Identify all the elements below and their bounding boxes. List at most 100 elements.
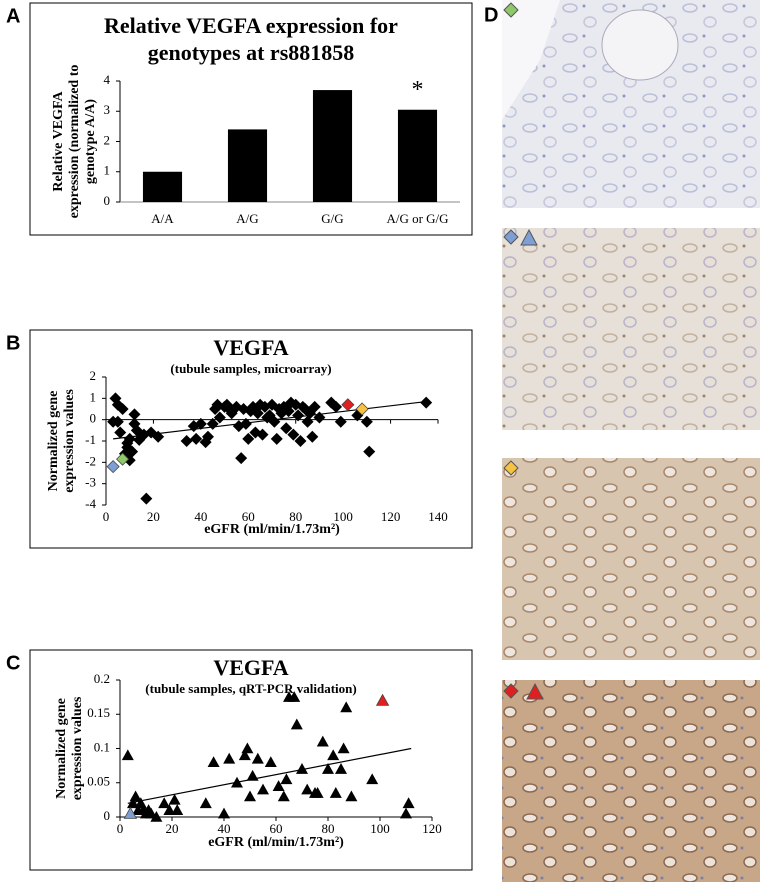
data-point — [334, 415, 347, 428]
x-tick-label: 20 — [147, 509, 160, 524]
y-tick-label: 1 — [104, 163, 111, 178]
data-point — [420, 396, 433, 409]
data-point — [272, 780, 285, 791]
data-point — [123, 432, 136, 445]
x-tick-label: 120 — [422, 821, 442, 836]
y-tick-label: -2 — [85, 453, 96, 468]
x-tick-label: 80 — [289, 509, 302, 524]
data-point — [152, 430, 165, 443]
data-point — [180, 435, 193, 447]
y-tick-label: 0.05 — [87, 774, 110, 789]
x-tick-label: 60 — [242, 509, 255, 524]
x-tick-label: 0 — [103, 509, 110, 524]
data-point — [306, 430, 319, 443]
background — [502, 0, 560, 120]
y-axis-label: expression values — [70, 696, 85, 800]
data-point — [116, 403, 129, 415]
data-point — [251, 752, 264, 764]
marker-icon — [503, 2, 519, 18]
data-point — [329, 787, 342, 798]
data-point — [127, 797, 139, 809]
marker-icon — [503, 683, 519, 699]
y-axis-label: expression values — [62, 389, 77, 493]
annotation: * — [412, 77, 424, 103]
data-point — [264, 756, 277, 767]
trendline — [127, 747, 412, 804]
y-tick-label: -4 — [85, 496, 96, 511]
x-axis-label: eGFR (ml/min/1.73m²) — [208, 835, 344, 850]
data-point — [106, 460, 120, 474]
x-tick-label: 120 — [381, 509, 401, 524]
data-point — [308, 400, 321, 413]
chart-subtitle: (tubule samples, qRT-PCR validation) — [145, 681, 356, 696]
data-point — [158, 797, 171, 809]
panel-frame — [29, 2, 473, 236]
x-tick-label: 40 — [194, 509, 207, 524]
panel-label: C — [6, 652, 20, 674]
data-point — [280, 773, 293, 785]
y-tick-label: 1 — [90, 389, 97, 404]
data-point — [114, 426, 127, 439]
data-point — [123, 806, 138, 819]
data-point — [337, 742, 350, 754]
data-point — [257, 783, 269, 795]
data-point — [231, 776, 243, 788]
y-tick-label: -3 — [85, 475, 96, 490]
data-point — [327, 749, 340, 761]
data-point — [238, 749, 251, 761]
chart-title: Relative VEGFA expression for — [104, 13, 398, 38]
data-point — [190, 432, 203, 445]
marker-icon — [503, 460, 519, 476]
data-point — [345, 790, 358, 802]
data-point — [277, 790, 290, 802]
x-tick-label: 80 — [322, 821, 335, 836]
data-point — [242, 432, 255, 445]
y-tick-label: 0 — [104, 808, 111, 823]
x-tick-label: 100 — [370, 821, 390, 836]
data-point — [335, 763, 347, 774]
data-point — [213, 411, 226, 424]
data-point — [199, 797, 212, 809]
data-point — [121, 749, 134, 761]
data-point — [400, 807, 412, 819]
y-axis-label: genotype A/A) — [83, 99, 98, 185]
data-point — [126, 445, 139, 458]
y-axis-label: Normalized gene — [54, 698, 69, 799]
histology-image — [502, 458, 760, 660]
data-point — [363, 445, 376, 458]
data-point — [366, 773, 379, 785]
data-point — [218, 807, 230, 819]
data-point — [201, 430, 214, 443]
data-point — [313, 411, 326, 424]
chart-title: VEGFA — [213, 655, 288, 680]
data-point — [235, 452, 248, 465]
data-point — [402, 797, 415, 809]
data-point — [301, 783, 314, 795]
bar — [227, 129, 268, 202]
bar — [312, 90, 353, 202]
panel-frame — [29, 329, 473, 549]
data-point — [294, 435, 307, 447]
x-tick-label: G/G — [321, 211, 343, 226]
data-point — [223, 752, 236, 764]
panel-frame — [29, 649, 473, 871]
panel-label: D — [484, 4, 498, 26]
histology-image — [502, 228, 760, 430]
data-point — [150, 811, 163, 822]
data-point — [207, 756, 220, 767]
y-tick-label: 0 — [104, 193, 111, 208]
x-tick-label: 140 — [428, 509, 448, 524]
data-point — [268, 415, 281, 428]
data-point — [251, 407, 264, 420]
data-point — [128, 408, 141, 421]
data-point — [360, 415, 373, 428]
y-tick-label: -1 — [85, 432, 96, 447]
data-point — [330, 400, 343, 413]
data-point — [244, 790, 256, 802]
data-point — [239, 417, 252, 430]
marker-icon — [503, 229, 519, 245]
y-tick-label: 3 — [104, 102, 111, 117]
marker-icon — [520, 228, 538, 246]
bar — [142, 171, 183, 202]
